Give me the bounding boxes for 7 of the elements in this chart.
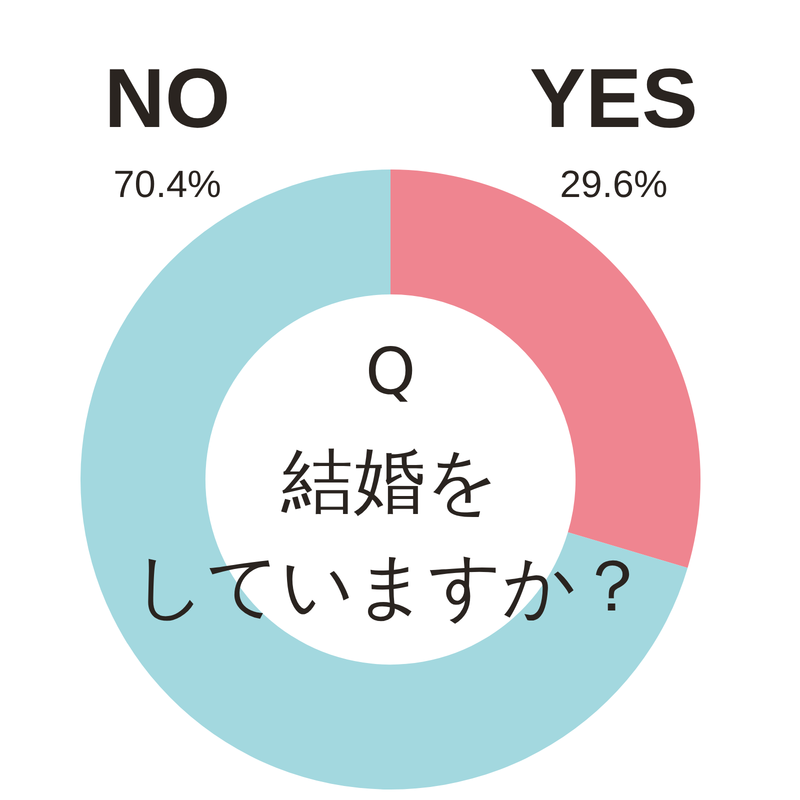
text: 結婚を [280,438,500,522]
data-label: 70.4% [113,164,222,206]
text: していますか？ [132,544,648,628]
slice-label: NO [104,51,230,146]
text: Q [365,336,416,410]
slice-label: YES [530,51,698,146]
data-label: 29.6% [560,164,668,206]
